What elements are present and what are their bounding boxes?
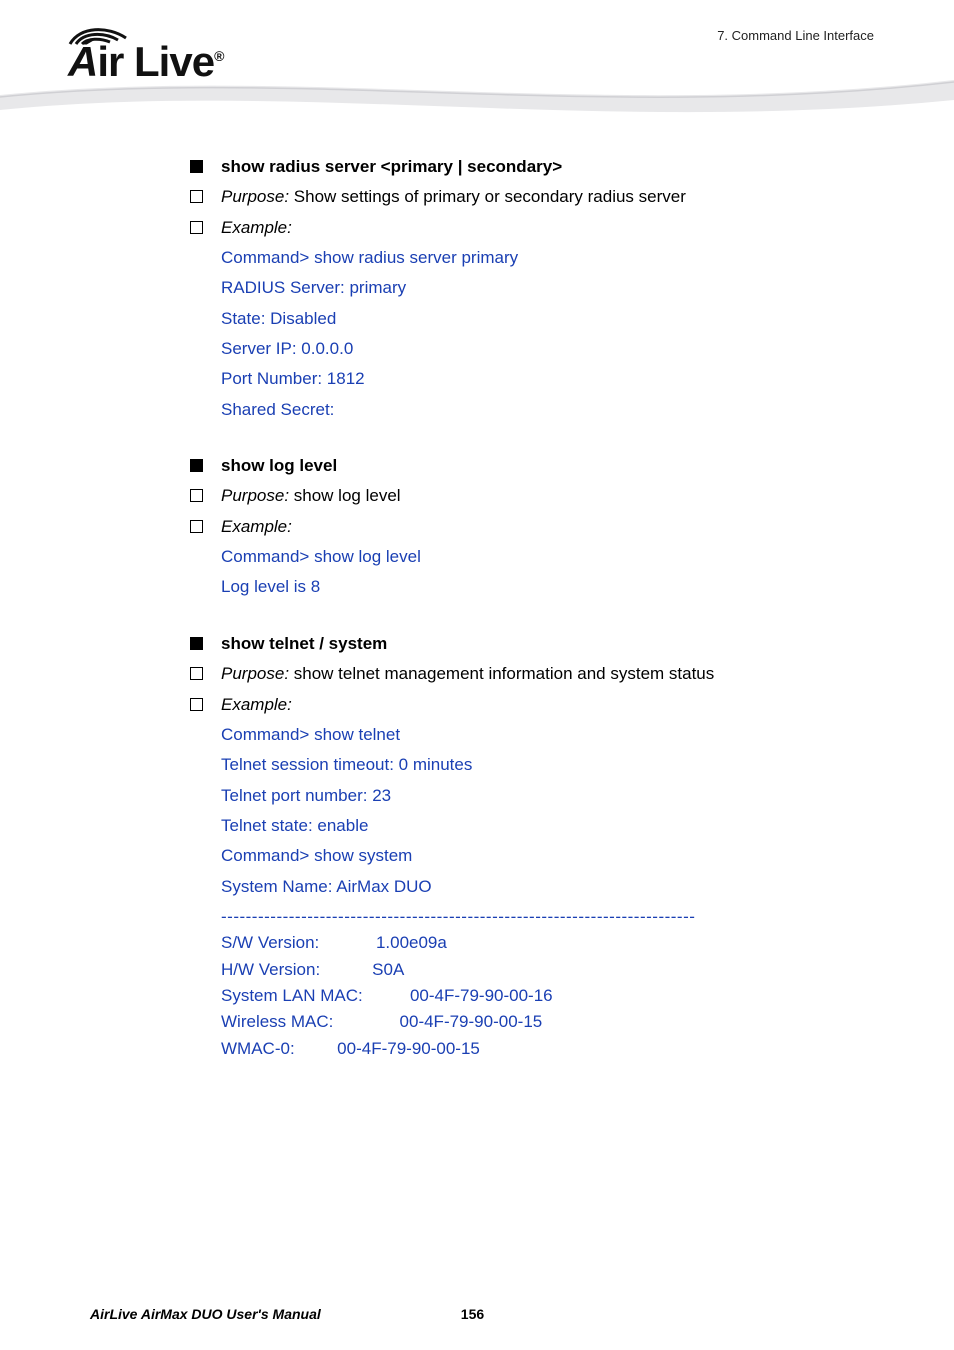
logo-prefix: Á bbox=[68, 38, 97, 85]
kv-block: S/W Version: 1.00e09a H/W Version: S0A S… bbox=[221, 930, 864, 1062]
code-line: State: Disabled bbox=[221, 306, 864, 332]
code-block: Command> show radius server primary RADI… bbox=[221, 245, 864, 423]
code-line: Command> show radius server primary bbox=[221, 245, 864, 271]
logo-reg: ® bbox=[214, 48, 223, 64]
kv-row: S/W Version: 1.00e09a bbox=[221, 930, 864, 956]
purpose-label: Purpose: bbox=[221, 486, 289, 505]
code-line: Shared Secret: bbox=[221, 397, 864, 423]
code-line: System Name: AirMax DUO bbox=[221, 874, 864, 900]
kv-key: Wireless MAC: bbox=[221, 1009, 400, 1035]
hollow-square-icon bbox=[190, 520, 203, 533]
hollow-square-icon bbox=[190, 698, 203, 711]
code-line: Telnet port number: 23 bbox=[221, 783, 864, 809]
kv-key: H/W Version: bbox=[221, 957, 372, 983]
purpose-row: Purpose: show log level bbox=[190, 483, 864, 509]
kv-value: 00-4F-79-90-00-15 bbox=[337, 1036, 480, 1062]
kv-value: 1.00e09a bbox=[376, 930, 447, 956]
footer-page-number: 156 bbox=[461, 1306, 484, 1322]
kv-key: WMAC-0: bbox=[221, 1036, 337, 1062]
hollow-square-icon bbox=[190, 489, 203, 502]
purpose-row: Purpose: show telnet management informat… bbox=[190, 661, 864, 687]
filled-square-icon bbox=[190, 160, 203, 173]
section-heading: show telnet / system bbox=[190, 631, 864, 657]
chapter-label: 7. Command Line Interface bbox=[717, 28, 874, 43]
section-heading: show log level bbox=[190, 453, 864, 479]
code-line: Server IP: 0.0.0.0 bbox=[221, 336, 864, 362]
hollow-square-icon bbox=[190, 221, 203, 234]
code-line: Command> show log level bbox=[221, 544, 864, 570]
purpose-label: Purpose: bbox=[221, 664, 289, 683]
example-row: Example: bbox=[190, 692, 864, 718]
section-title: show telnet / system bbox=[221, 631, 387, 657]
kv-value: 00-4F-79-90-00-15 bbox=[400, 1009, 543, 1035]
kv-row: System LAN MAC: 00-4F-79-90-00-16 bbox=[221, 983, 864, 1009]
footer-manual-title: AirLive AirMax DUO User's Manual bbox=[90, 1306, 321, 1322]
purpose-text: Show settings of primary or secondary ra… bbox=[289, 187, 686, 206]
purpose-text: show log level bbox=[289, 486, 401, 505]
code-line: RADIUS Server: primary bbox=[221, 275, 864, 301]
example-row: Example: bbox=[190, 215, 864, 241]
code-line: Telnet state: enable bbox=[221, 813, 864, 839]
kv-key: S/W Version: bbox=[221, 930, 376, 956]
section-title: show log level bbox=[221, 453, 337, 479]
kv-value: 00-4F-79-90-00-16 bbox=[410, 983, 553, 1009]
code-block: Command> show log level Log level is 8 bbox=[221, 544, 864, 601]
content-area: show radius server <primary | secondary>… bbox=[0, 110, 954, 1082]
page-header: 7. Command Line Interface Áir Live® bbox=[0, 0, 954, 110]
example-label: Example: bbox=[221, 514, 292, 540]
purpose-label: Purpose: bbox=[221, 187, 289, 206]
filled-square-icon bbox=[190, 459, 203, 472]
section-heading: show radius server <primary | secondary> bbox=[190, 154, 864, 180]
code-line: Command> show system bbox=[221, 843, 864, 869]
purpose-row: Purpose: Show settings of primary or sec… bbox=[190, 184, 864, 210]
separator-line: ----------------------------------------… bbox=[221, 904, 864, 930]
kv-value: S0A bbox=[372, 957, 404, 983]
example-label: Example: bbox=[221, 692, 292, 718]
kv-row: WMAC-0: 00-4F-79-90-00-15 bbox=[221, 1036, 864, 1062]
kv-row: H/W Version: S0A bbox=[221, 957, 864, 983]
hollow-square-icon bbox=[190, 190, 203, 203]
kv-key: System LAN MAC: bbox=[221, 983, 410, 1009]
logo-main: ir Live bbox=[97, 38, 214, 85]
section-title: show radius server <primary | secondary> bbox=[221, 154, 562, 180]
code-line: Telnet session timeout: 0 minutes bbox=[221, 752, 864, 778]
brand-logo: Áir Live® bbox=[68, 18, 223, 86]
hollow-square-icon bbox=[190, 667, 203, 680]
page-footer: AirLive AirMax DUO User's Manual 156 bbox=[90, 1306, 864, 1322]
code-line: Log level is 8 bbox=[221, 574, 864, 600]
filled-square-icon bbox=[190, 637, 203, 650]
example-row: Example: bbox=[190, 514, 864, 540]
code-line: Port Number: 1812 bbox=[221, 366, 864, 392]
example-label: Example: bbox=[221, 215, 292, 241]
code-block: Command> show telnet Telnet session time… bbox=[221, 722, 864, 900]
code-line: Command> show telnet bbox=[221, 722, 864, 748]
purpose-text: show telnet management information and s… bbox=[289, 664, 714, 683]
kv-row: Wireless MAC: 00-4F-79-90-00-15 bbox=[221, 1009, 864, 1035]
